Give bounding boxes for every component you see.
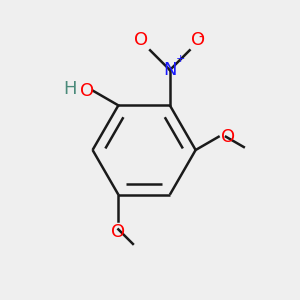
Text: O: O: [191, 31, 205, 49]
Text: O: O: [221, 128, 235, 146]
Text: O: O: [111, 224, 125, 242]
Text: H: H: [63, 80, 77, 98]
Text: N: N: [163, 61, 177, 79]
Text: +: +: [176, 54, 185, 64]
Text: -: -: [199, 30, 203, 44]
Text: O: O: [80, 82, 94, 100]
Text: O: O: [134, 31, 148, 49]
